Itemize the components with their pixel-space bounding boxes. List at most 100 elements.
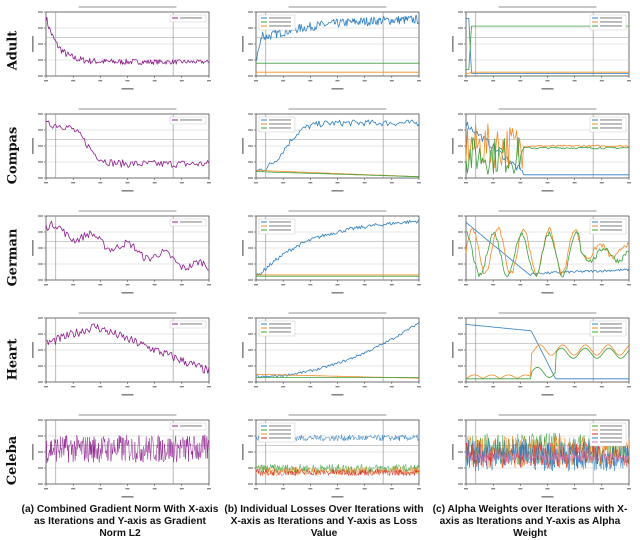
y-tick-label <box>38 215 43 217</box>
x-axis-label <box>541 190 554 192</box>
y-tick-label <box>38 451 43 453</box>
y-tick-label <box>248 467 253 469</box>
y-tick-label <box>458 435 463 437</box>
x-tick-label <box>71 80 76 82</box>
series-line-1 <box>465 121 629 176</box>
y-axis-label <box>32 138 34 154</box>
x-tick-label <box>44 182 48 184</box>
y-tick-label <box>38 333 43 335</box>
y-tick-label <box>248 349 253 351</box>
y-tick-label <box>248 177 253 179</box>
legend-entry <box>269 119 291 121</box>
legend-entry <box>180 221 202 223</box>
chart-svg <box>452 312 631 396</box>
series-line-1 <box>45 323 210 374</box>
chart-svg <box>242 312 421 396</box>
series-line-3 <box>466 347 630 380</box>
legend-entry <box>600 429 622 431</box>
x-tick-label <box>362 488 367 490</box>
x-tick-label <box>362 284 367 286</box>
y-tick-label <box>458 263 463 265</box>
x-tick-label <box>152 284 157 286</box>
legend-entry <box>269 433 291 435</box>
chart-svg <box>32 210 211 294</box>
legend-entry <box>600 433 622 435</box>
caption-a: (a) Combined Gradient Norm With X-axis a… <box>21 504 219 539</box>
x-tick-label <box>572 386 577 388</box>
x-tick-label <box>207 386 211 388</box>
x-tick-label <box>599 284 604 286</box>
y-tick-label <box>458 231 463 233</box>
x-axis-label <box>541 496 554 498</box>
y-axis-label <box>452 342 454 358</box>
y-axis-label <box>32 240 34 256</box>
x-tick-label <box>125 488 130 490</box>
chart-svg <box>32 312 211 396</box>
x-tick-label <box>281 284 286 286</box>
y-tick-label <box>458 27 463 29</box>
legend-entry <box>600 25 622 27</box>
chart-title-mark <box>78 6 177 8</box>
y-tick-label <box>458 161 463 163</box>
chart-celeba-c <box>450 412 635 502</box>
x-tick-label <box>572 488 577 490</box>
legend-entry <box>180 119 202 121</box>
chart-title-mark <box>288 414 387 416</box>
x-axis-label <box>331 496 344 498</box>
y-tick-label <box>248 129 253 131</box>
chart-compas-c <box>450 106 635 196</box>
x-tick-label <box>389 386 394 388</box>
y-tick-label <box>38 59 43 61</box>
legend-entry <box>600 437 622 439</box>
x-tick-label <box>98 80 103 82</box>
y-tick-label <box>38 381 43 383</box>
chart-svg <box>242 210 421 294</box>
x-tick-label <box>362 386 367 388</box>
chart-german-a <box>30 208 215 298</box>
legend <box>169 218 207 227</box>
y-tick-label <box>458 11 463 13</box>
legend-entry <box>269 429 291 431</box>
x-tick-label <box>281 80 286 82</box>
y-tick-label <box>248 483 253 485</box>
y-tick-label <box>248 11 253 13</box>
series-line-2 <box>465 123 629 169</box>
legend <box>169 320 207 329</box>
x-tick-label <box>417 386 421 388</box>
y-tick-label <box>458 419 463 421</box>
x-axis-label <box>121 394 134 396</box>
x-tick-label <box>179 488 184 490</box>
chart-german-b <box>240 208 425 298</box>
x-tick-label <box>98 488 103 490</box>
x-axis-label <box>331 292 344 294</box>
x-tick-label <box>545 182 550 184</box>
x-tick-label <box>98 182 103 184</box>
legend-entry <box>600 323 622 325</box>
x-tick-label <box>545 284 550 286</box>
x-tick-label <box>335 80 340 82</box>
x-tick-label <box>389 488 394 490</box>
x-tick-label <box>572 182 577 184</box>
x-tick-label <box>71 284 76 286</box>
caption-b: (b) Individual Losses Over Iterations wi… <box>224 504 424 539</box>
y-tick-label <box>38 177 43 179</box>
y-tick-label <box>458 129 463 131</box>
x-tick-label <box>389 182 394 184</box>
series-line-2 <box>465 344 630 380</box>
y-tick-label <box>248 381 253 383</box>
series-line-1 <box>256 322 420 379</box>
y-tick-label <box>458 43 463 45</box>
y-tick-label <box>458 333 463 335</box>
chart-title-mark <box>288 6 387 8</box>
y-tick-label <box>458 365 463 367</box>
x-tick-label <box>308 488 313 490</box>
x-tick-label <box>518 80 523 82</box>
x-tick-label <box>545 80 550 82</box>
y-tick-label <box>458 247 463 249</box>
y-tick-label <box>38 161 43 163</box>
x-tick-label <box>362 182 367 184</box>
x-tick-label <box>207 488 211 490</box>
x-tick-label <box>152 80 157 82</box>
y-tick-label <box>38 247 43 249</box>
row-label-heart: Heart <box>5 338 21 380</box>
